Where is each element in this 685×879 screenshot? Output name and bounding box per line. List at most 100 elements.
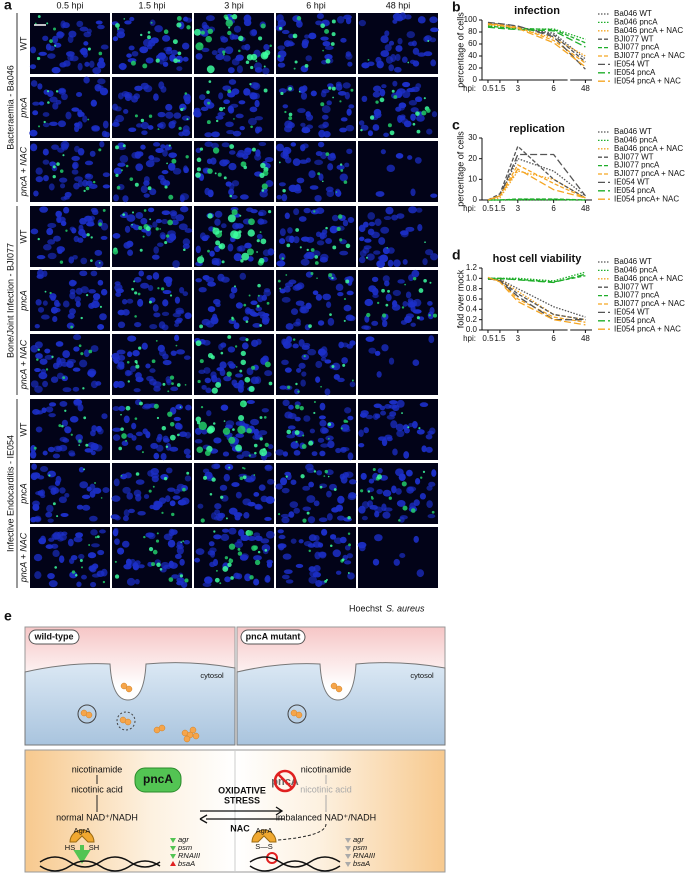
nucleus [339,173,348,182]
nucleus [155,147,164,154]
bacteria-signal [83,189,86,193]
nucleus [57,120,67,128]
nucleus [147,125,154,130]
nucleus [72,367,81,372]
nucleus [229,182,235,191]
bacteria-signal [151,359,156,364]
bacteria-signal [222,566,229,572]
bacteria-signal [219,582,222,585]
nucleus [322,41,331,47]
enzyme [134,767,182,793]
micrograph [112,527,192,588]
bacteria-signal [341,558,345,562]
nucleus [181,42,190,50]
bacteria-signal [229,194,233,198]
bacteria-signal [255,60,258,63]
agra [69,829,95,843]
bacteria-signal [155,339,158,342]
nucleus [203,234,210,239]
nucleus [218,343,224,351]
bacteria-signal [159,228,162,230]
nucleus [67,54,74,62]
nucleus [250,376,259,385]
nucleus [255,306,263,312]
nucleus [301,127,311,134]
nucleus [277,62,286,68]
gene-label: RNAIII [178,851,200,860]
nucleus [90,581,97,588]
bacteria-signal [122,144,126,148]
nucleus [293,507,300,514]
nucleus [162,61,169,67]
bacteria-signal [230,230,239,239]
bacteria-signal [173,58,179,64]
nucleus [73,334,82,341]
nucleus [281,516,290,524]
bacteria-signal [54,44,57,47]
bacteria-signal [78,439,82,443]
bacteria-signal [339,100,342,103]
nucleus [309,185,319,190]
gene-arrow [345,838,351,843]
nucleus [30,80,38,87]
nucleus [421,445,427,453]
bacteria-signal [184,578,189,583]
bacteria-signal [155,539,160,543]
nucleus [368,478,375,484]
nucleus [211,463,220,470]
nucleus [346,108,352,116]
nucleus [200,106,209,112]
bacteria-signal [277,279,281,283]
nucleus [126,53,132,58]
nucleus [169,446,179,452]
bacteria-signal [212,227,220,235]
nucleus [343,14,352,20]
nucleus [236,245,243,252]
bacteria-signal [306,248,309,252]
nucleus [406,88,415,93]
nucleus [140,144,146,150]
nucleus [91,125,100,131]
nucleus [281,574,290,580]
bacteria-signal [387,289,390,293]
bacteria-signal [295,440,298,443]
nucleus [395,53,401,62]
bacteria-signal [99,305,103,308]
nucleus [204,187,211,196]
bacteria-signal [249,575,254,580]
bacteria-signal [225,517,228,520]
nucleus [140,217,148,225]
nucleus [380,50,390,57]
bacteria-signal [182,487,186,492]
nucleus [382,247,390,255]
nucleus [222,451,230,457]
nucleus [306,467,316,474]
bacteria-signal [337,214,343,219]
nucleus [114,515,121,521]
nucleus [181,115,191,121]
nucleus [34,324,40,329]
nucleus [71,169,79,175]
bacteria-signal [258,257,265,264]
nucleus [33,190,39,197]
nucleus [376,60,384,69]
nucleus [198,369,206,374]
bacteria-signal [165,234,170,238]
nucleus [60,512,69,518]
nucleus [62,387,72,393]
bacteria-signal [207,168,213,174]
nucleus [227,346,236,353]
nucleus [145,57,154,64]
nucleus [100,235,108,240]
bacteria-signal [178,126,182,131]
bacteria-signal [134,182,139,187]
nucleus [380,410,387,416]
nucleus [337,377,345,383]
y-tick-label: 20 [468,154,477,163]
bacteria-signal [98,51,103,56]
nucleus [179,194,185,203]
nucleus [50,376,59,383]
bacteria-signal [332,245,337,250]
nucleus [228,318,237,325]
nucleus [96,570,105,577]
